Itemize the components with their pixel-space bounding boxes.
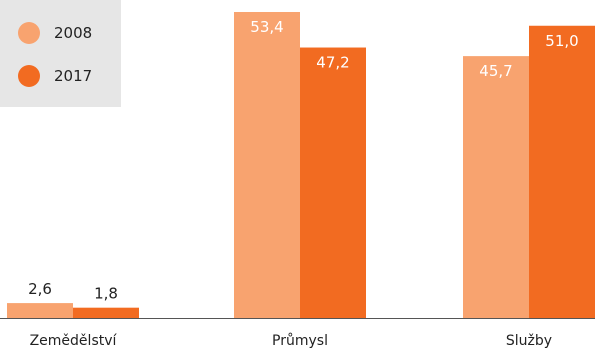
legend-swatch-2017 <box>18 65 40 87</box>
data-label-2008-1: 53,4 <box>250 18 283 36</box>
bar-2017-1 <box>300 47 366 319</box>
bar-2017-0 <box>73 307 139 318</box>
data-label-2017-2: 51,0 <box>545 32 578 50</box>
legend-label-2008: 2008 <box>54 24 93 42</box>
bar-2017-2 <box>529 25 595 319</box>
data-label-2017-0: 1,8 <box>94 285 118 303</box>
data-label-2008-0: 2,6 <box>28 280 52 298</box>
bar-2008-2 <box>463 56 529 318</box>
x-tick-labels: Zemědělství Průmysl Služby <box>30 333 552 349</box>
legend: 2008 2017 <box>0 0 121 107</box>
x-tick-label-1: Průmysl <box>272 333 328 349</box>
legend-swatch-2008 <box>18 22 40 44</box>
x-tick-label-0: Zemědělství <box>30 333 118 349</box>
legend-item-2008: 2008 <box>18 22 92 44</box>
bars-group: 2,6 1,8 53,4 47,2 45,7 51,0 <box>7 12 595 319</box>
legend-label-2017: 2017 <box>54 67 93 85</box>
data-label-2017-1: 47,2 <box>316 54 349 72</box>
data-label-2008-2: 45,7 <box>479 62 512 80</box>
bar-2008-1 <box>234 12 300 318</box>
legend-item-2017: 2017 <box>18 65 92 87</box>
bar-2008-0 <box>7 303 73 318</box>
x-tick-label-2: Služby <box>506 333 552 349</box>
